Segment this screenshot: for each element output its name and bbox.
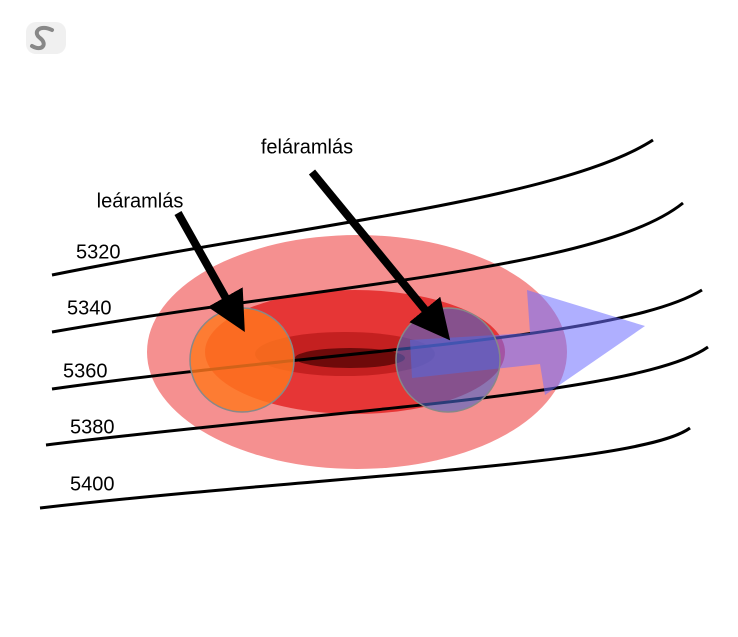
contour-label: 5400 (70, 473, 115, 495)
upflow-circle (395, 307, 501, 413)
contour-line (51, 138, 654, 277)
contour-line (51, 201, 684, 334)
contour-line (39, 426, 691, 510)
contour-label: 5380 (70, 416, 115, 438)
logo[interactable] (26, 22, 66, 54)
label: feláramlás (261, 136, 353, 158)
contour-label: 5340 (67, 297, 112, 319)
contour-label: 5320 (76, 241, 121, 263)
downflow-circle (189, 307, 295, 413)
label: leáramlás (97, 190, 184, 212)
contour-label: 5360 (63, 360, 108, 382)
upflow-arrow (308, 169, 451, 341)
downflow-arrow (174, 211, 245, 332)
